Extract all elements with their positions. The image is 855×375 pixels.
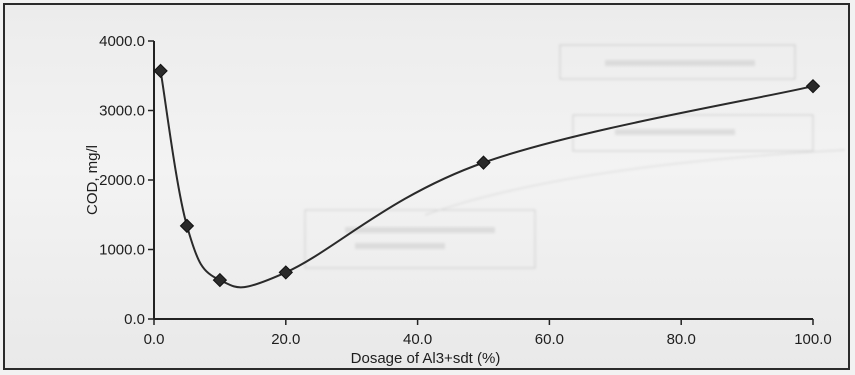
y-axis-title: COD, mg/l xyxy=(84,145,101,215)
y-tick-label: 1000.0 xyxy=(99,242,145,259)
chart-frame: 0.0 1000.0 2000.0 3000.0 4000.0 0.0 20.0 40.0 6… xyxy=(3,3,850,370)
x-tick-label: 80.0 xyxy=(667,331,696,348)
y-tick-label: 3000.0 xyxy=(99,103,145,120)
x-tick-label: 60.0 xyxy=(535,331,564,348)
data-point-marker xyxy=(805,78,821,94)
x-axis-ticks: 0.0 20.0 40.0 60.0 80.0 100.0 xyxy=(144,319,832,348)
y-tick-label: 0.0 xyxy=(124,311,145,328)
data-point-marker xyxy=(476,155,491,170)
data-point-marker xyxy=(153,63,168,79)
data-point-marker xyxy=(179,218,195,234)
x-tick-label: 100.0 xyxy=(794,331,832,348)
x-tick-label: 0.0 xyxy=(144,331,165,348)
y-axis-ticks: 0.0 1000.0 2000.0 3000.0 4000.0 xyxy=(99,33,154,328)
y-tick-label: 4000.0 xyxy=(99,33,145,50)
data-point-marker xyxy=(212,272,228,288)
line-chart: 0.0 1000.0 2000.0 3000.0 4000.0 0.0 20.0 40.0 6… xyxy=(84,33,846,367)
data-point-marker xyxy=(278,265,294,280)
x-tick-label: 40.0 xyxy=(403,331,432,348)
data-markers xyxy=(153,63,821,288)
x-tick-label: 20.0 xyxy=(271,331,300,348)
background-artifacts xyxy=(304,44,846,269)
x-axis-title: Dosage of Al3+sdt (%) xyxy=(351,350,501,367)
y-tick-label: 2000.0 xyxy=(99,172,145,189)
series-line xyxy=(159,70,814,289)
